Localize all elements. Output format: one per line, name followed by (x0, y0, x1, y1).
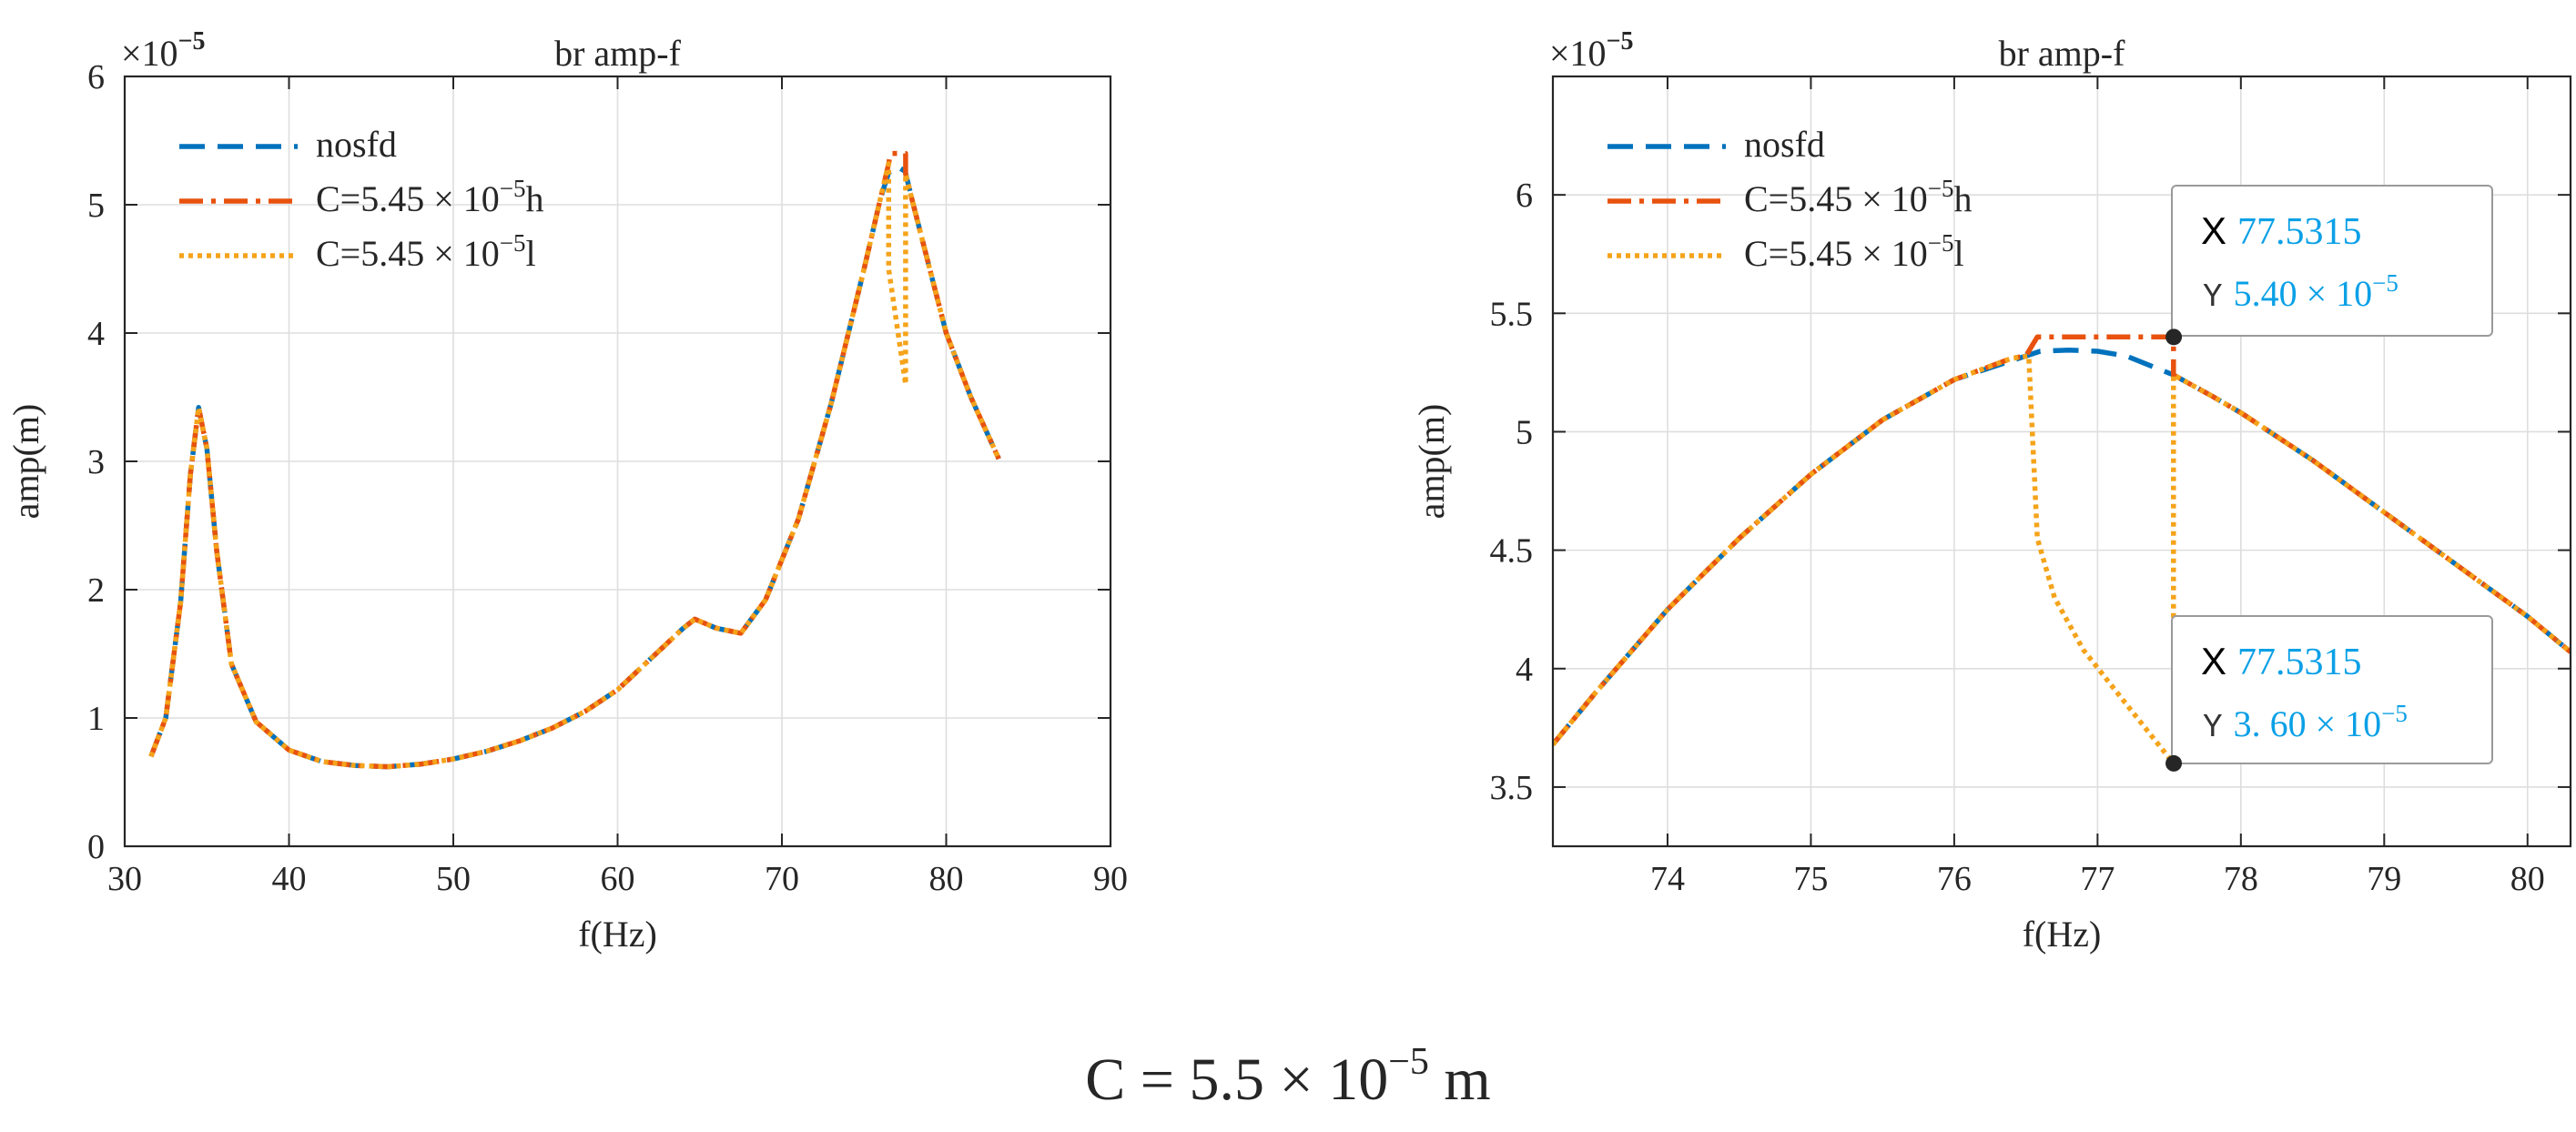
x-tick-label: 50 (436, 860, 471, 898)
legend-exponent: −5 (500, 175, 526, 202)
datatip-x-row: X 77.5315 (2201, 640, 2362, 683)
y-tick-label: 4.5 (1490, 532, 1534, 571)
x-tick-label: 74 (1650, 860, 1685, 898)
datatip-y-row: Y 5.40 × 10−5 (2203, 269, 2399, 316)
datatip-x-label: X (2201, 209, 2226, 252)
x-tick-label: 70 (765, 860, 799, 898)
x-tick-label: 30 (107, 860, 142, 898)
datatip-box (2171, 185, 2493, 337)
legend-entry-high: C=5.45 × 10−5h (1744, 175, 1973, 219)
x-tick-label: 75 (1793, 860, 1828, 898)
datatip-box (2171, 615, 2493, 764)
chart-title: br amp-f (1999, 33, 2126, 74)
x-tick-label: 80 (2510, 860, 2545, 898)
exponent-power: −5 (1607, 27, 1634, 56)
caption-main: C = 5.5 × 10 (1085, 1046, 1388, 1113)
legend-exponent: −5 (1928, 229, 1954, 257)
datatip-x-row: X 77.5315 (2201, 209, 2362, 253)
series-line-nosfd (1553, 347, 2571, 746)
legend-entry-low: C=5.45 × 10−5l (316, 229, 536, 274)
x-tick-label: 80 (929, 860, 964, 898)
legend-suffix: h (1954, 178, 1973, 219)
y-tick-label: 5.5 (1490, 295, 1534, 333)
exponent-power: −5 (178, 27, 206, 56)
exponent-base: ×10 (121, 33, 178, 74)
datatip-x-value: 77.5315 (2237, 211, 2362, 253)
x-tick-label: 78 (2224, 860, 2258, 898)
caption: C = 5.5 × 10−5 m (1085, 1041, 1491, 1113)
series-line-high (1553, 334, 2571, 746)
datatip-2: X 77.5315 Y 3. 60 × 10−5 (2165, 615, 2493, 772)
legend-text: nosfd (1744, 124, 1825, 165)
y-tick-label: 1 (87, 700, 105, 738)
legend-suffix: l (526, 233, 536, 274)
y-tick-label: 4 (1516, 651, 1533, 689)
series-line-high (148, 150, 1001, 770)
legend-text: C=5.45 × 10 (316, 233, 500, 274)
legend-text: C=5.45 × 10 (1744, 178, 1928, 219)
x-tick-label: 76 (1937, 860, 1972, 898)
datatip-marker (2165, 754, 2183, 772)
y-axis-label: amp(m) (1411, 404, 1452, 520)
series-line-nosfd (148, 163, 1001, 770)
axes-frame (1551, 75, 2572, 848)
chart-title: br amp-f (554, 33, 682, 74)
datatip-y-value: 5.40 × 10 (2234, 273, 2373, 314)
caption-unit: m (1429, 1046, 1491, 1113)
x-tick-label: 79 (2367, 860, 2401, 898)
legend-suffix: l (1954, 233, 1964, 274)
y-tick-label: 5 (87, 187, 105, 225)
x-axis-label: f(Hz) (578, 914, 657, 955)
datatip-x-value: 77.5315 (2237, 642, 2362, 683)
datatip-marker (2165, 328, 2183, 346)
datatip-1: X 77.5315 Y 5.40 × 10−5 (2165, 185, 2493, 346)
series-line-low (1553, 353, 2571, 766)
legend-text: C=5.45 × 10 (1744, 233, 1928, 274)
legend-entry-nosfd: nosfd (1744, 124, 1825, 165)
datatip-y-label: Y (2203, 278, 2223, 316)
y-tick-label: 6 (1516, 177, 1533, 215)
exponent-label: ×10−5 (1549, 27, 1634, 74)
caption-exponent: −5 (1388, 1041, 1429, 1083)
datatip-y-value: 3. 60 × 10 (2234, 703, 2382, 744)
datatip-y-label: Y (2203, 709, 2223, 746)
y-tick-label: 4 (87, 315, 105, 353)
series-line-low (148, 161, 1001, 770)
exponent-label: ×10−5 (121, 27, 206, 74)
datatip-y-exponent: −5 (2381, 700, 2408, 727)
legend-entry-nosfd: nosfd (316, 124, 397, 165)
y-tick-label: 3 (87, 443, 105, 481)
y-tick-label: 5 (1516, 413, 1533, 451)
datatip-y-row: Y 3. 60 × 10−5 (2203, 700, 2408, 746)
y-tick-label: 3.5 (1490, 769, 1534, 807)
datatip-y-exponent: −5 (2372, 269, 2399, 297)
axes-frame (123, 75, 1112, 848)
legend-suffix: h (526, 178, 544, 219)
y-tick-label: 0 (87, 828, 105, 866)
legend-entry-low: C=5.45 × 10−5l (1744, 229, 1964, 274)
y-tick-label: 6 (87, 58, 105, 96)
x-tick-label: 60 (601, 860, 635, 898)
y-axis-label: amp(m) (5, 404, 46, 520)
y-tick-label: 2 (87, 571, 105, 610)
legend-entry-high: C=5.45 × 10−5h (316, 175, 544, 219)
x-tick-label: 40 (272, 860, 307, 898)
legend-text: nosfd (316, 124, 397, 165)
x-axis-label: f(Hz) (2023, 914, 2102, 955)
x-tick-label: 77 (2080, 860, 2115, 898)
legend-exponent: −5 (500, 229, 526, 257)
legend-text: C=5.45 × 10 (316, 178, 500, 219)
x-tick-label: 90 (1093, 860, 1128, 898)
legend-exponent: −5 (1928, 175, 1954, 202)
exponent-base: ×10 (1549, 33, 1607, 74)
datatip-x-label: X (2201, 640, 2226, 682)
